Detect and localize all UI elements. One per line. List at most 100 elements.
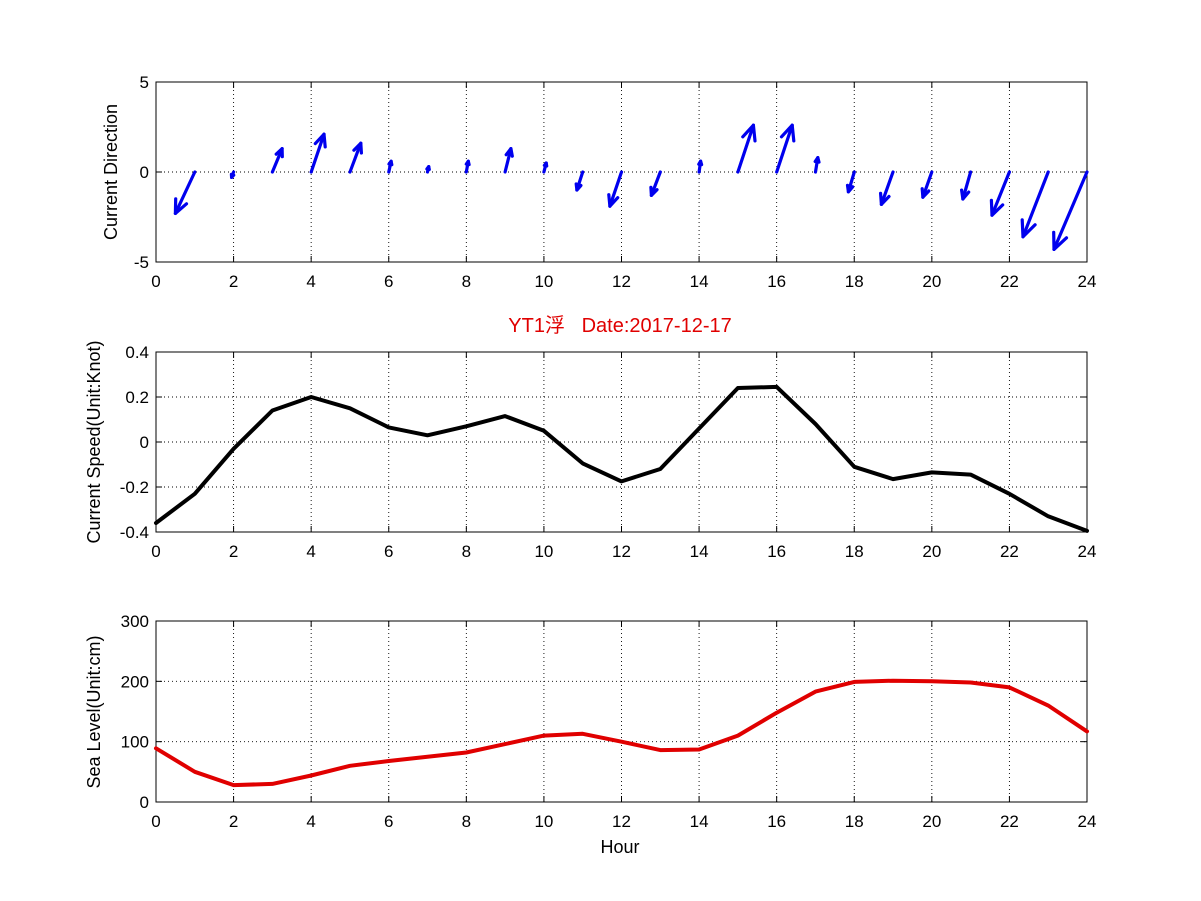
direction-arrow-head — [649, 185, 659, 197]
direction-arrow-head — [607, 193, 620, 208]
direction-arrow-head — [387, 159, 394, 167]
sealevel-ytick-label: 100 — [121, 733, 149, 752]
direction-arrow-shaft — [270, 147, 284, 174]
direction-xtick-label: 10 — [534, 272, 553, 291]
direction-arrow-head — [697, 159, 704, 167]
direction-arrow-head — [574, 182, 583, 192]
direction-arrow — [464, 159, 471, 174]
sealevel-xtick-label: 0 — [151, 812, 160, 831]
direction-xtick-label: 24 — [1078, 272, 1097, 291]
speed-xtick-label: 4 — [306, 542, 315, 561]
current-direction-panel: 0 2 4 6 8 10 12 14 16 18 20 22 24-505 Current Direct… — [101, 73, 1096, 291]
direction-xtick-label: 14 — [690, 272, 709, 291]
speed-xtick-label: 2 — [229, 542, 238, 561]
direction-xtick-label: 18 — [845, 272, 864, 291]
sealevel-xtick-label: 14 — [690, 812, 709, 831]
direction-arrow — [960, 170, 973, 201]
sealevel-xtick-label: 18 — [845, 812, 864, 831]
speed-xtick-label: 22 — [1000, 542, 1019, 561]
direction-arrow — [574, 170, 585, 192]
direction-arrow — [736, 123, 757, 174]
sealevel-ytick-label: 300 — [121, 612, 149, 631]
direction-arrow-head — [542, 161, 549, 168]
direction-xtick-label: 0 — [151, 272, 160, 291]
speed-xtick-label: 8 — [462, 542, 471, 561]
direction-arrow — [270, 147, 284, 174]
direction-xtick-label: 22 — [1000, 272, 1019, 291]
sealevel-xtick-label: 22 — [1000, 812, 1019, 831]
direction-arrow-shaft — [503, 147, 513, 174]
speed-series-line — [154, 384, 1089, 533]
direction-arrow-head — [960, 188, 971, 201]
speed-ytick-label: -0.2 — [120, 478, 149, 497]
direction-arrow-head — [989, 198, 1005, 217]
direction-arrow-head — [920, 187, 931, 199]
direction-arrow-shaft — [921, 170, 934, 199]
direction-ytick-label: -5 — [134, 253, 149, 272]
sealevel-ytick-label: 200 — [121, 672, 149, 691]
sealevel-xtick-label: 2 — [229, 812, 238, 831]
direction-arrow-head — [879, 191, 891, 206]
direction-arrow — [503, 147, 514, 174]
direction-arrow-shaft — [173, 170, 197, 215]
direction-arrow — [845, 170, 856, 194]
direction-arrow-head — [845, 183, 855, 194]
direction-arrow — [348, 141, 363, 174]
direction-arrow — [1052, 170, 1089, 251]
speed-xtick-label: 6 — [384, 542, 393, 561]
direction-arrow — [425, 165, 431, 174]
direction-arrow-shaft — [348, 141, 363, 174]
direction-xtick-label: 12 — [612, 272, 631, 291]
speed-xtick-label: 24 — [1078, 542, 1097, 561]
direction-arrow — [1020, 170, 1050, 239]
speed-xtick-label: 12 — [612, 542, 631, 561]
sealevel-series-line — [154, 678, 1089, 788]
sealevel-xtick-label: 10 — [534, 812, 553, 831]
speed-xtick-label: 18 — [845, 542, 864, 561]
sealevel-ylabel: Sea Level(Unit:cm) — [84, 635, 104, 788]
speed-xtick-label: 16 — [767, 542, 786, 561]
direction-arrow-head — [813, 156, 821, 164]
sealevel-xtick-label: 20 — [922, 812, 941, 831]
direction-arrows — [173, 123, 1089, 251]
current-speed-panel: 0 2 4 6 8 10 12 14 16 18 20 22 24-0.4-0.200.20.4 Cur… — [84, 340, 1096, 561]
direction-arrow-head — [1020, 218, 1037, 239]
direction-arrow-shaft — [736, 123, 756, 174]
speed-plot-area — [155, 351, 1088, 533]
speed-xtick-label: 20 — [922, 542, 941, 561]
speed-line — [154, 384, 1089, 533]
direction-arrow — [989, 170, 1012, 217]
sealevel-xtick-label: 4 — [306, 812, 315, 831]
direction-arrow-head — [1052, 230, 1069, 251]
direction-ticks: 0 2 4 6 8 10 12 14 16 18 20 22 24-505 — [134, 73, 1097, 291]
speed-xtick-label: 0 — [151, 542, 160, 561]
direction-arrow-head — [464, 159, 471, 167]
direction-ylabel: Current Direction — [101, 104, 121, 240]
direction-arrow-head — [352, 141, 363, 155]
direction-arrow — [542, 161, 549, 174]
direction-xtick-label: 6 — [384, 272, 393, 291]
speed-ytick-label: 0.4 — [125, 343, 149, 362]
chart-title: YT1浮 Date:2017-12-17 — [508, 314, 731, 337]
direction-arrow — [607, 170, 624, 208]
sealevel-xtick-label: 6 — [384, 812, 393, 831]
direction-arrow-shaft — [990, 170, 1012, 217]
direction-arrow — [229, 170, 236, 179]
direction-arrow-head — [313, 132, 327, 149]
direction-arrow — [775, 123, 796, 174]
direction-arrow — [387, 159, 394, 174]
direction-arrow — [309, 132, 327, 174]
direction-arrow-head — [425, 165, 431, 172]
sealevel-plot-area — [155, 620, 1088, 803]
direction-arrow — [697, 159, 704, 174]
direction-arrow-shaft — [961, 170, 973, 201]
direction-xtick-label: 8 — [462, 272, 471, 291]
speed-ticks: 0 2 4 6 8 10 12 14 16 18 20 22 24-0.4-0.200.20.4 — [120, 343, 1097, 561]
direction-arrow-head — [274, 147, 284, 159]
speed-ylabel: Current Speed(Unit:Knot) — [84, 340, 104, 543]
sealevel-ytick-label: 0 — [140, 793, 149, 812]
direction-arrow — [813, 156, 821, 174]
sealevel-xtick-label: 24 — [1078, 812, 1097, 831]
speed-ytick-label: -0.4 — [120, 523, 149, 542]
